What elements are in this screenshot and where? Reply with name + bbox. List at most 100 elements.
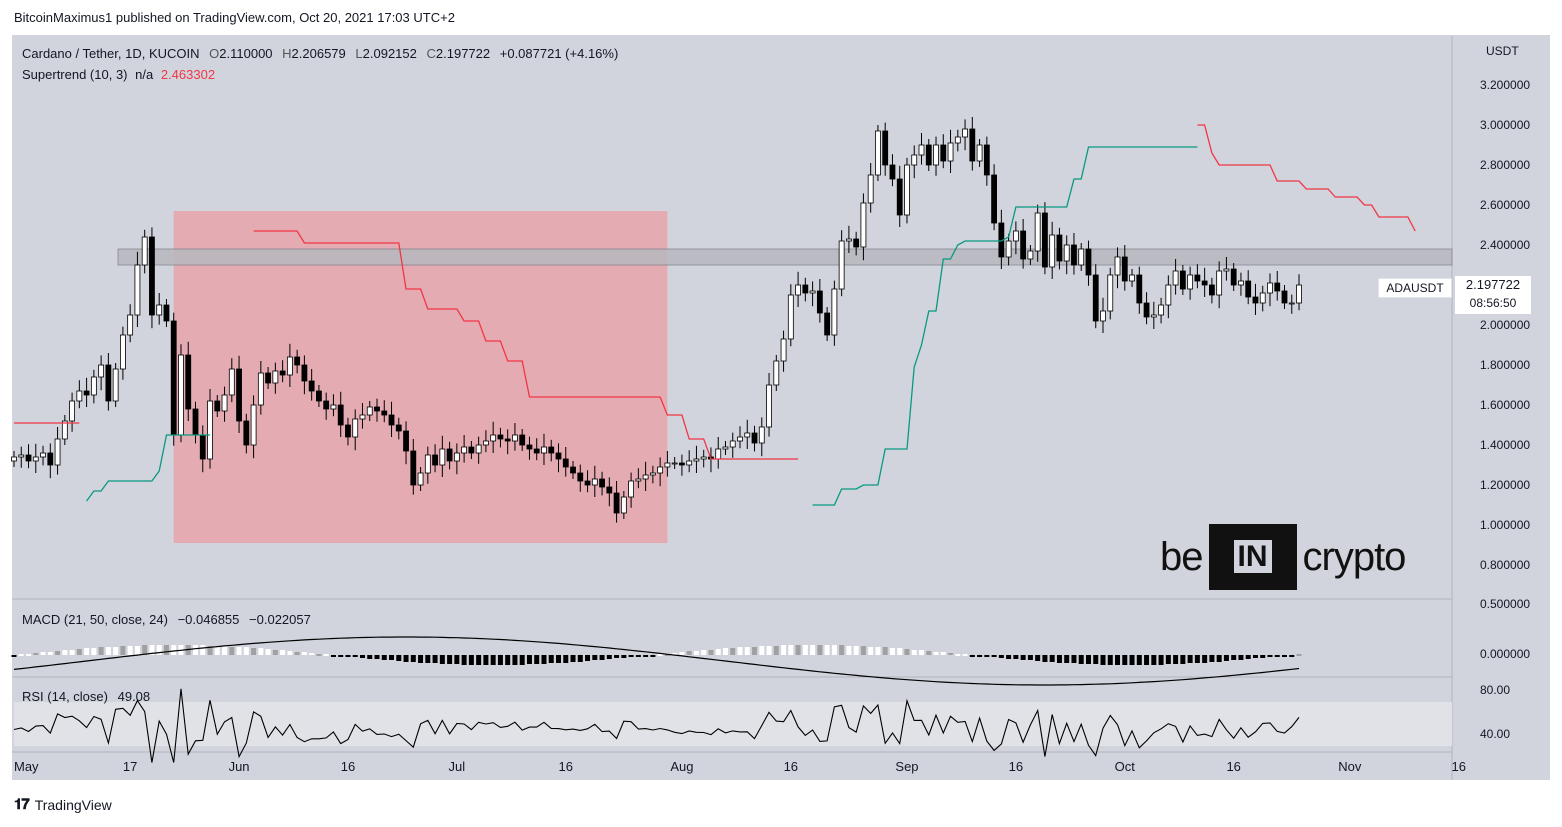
candle-body (69, 400, 75, 422)
candle-body (316, 390, 322, 402)
candle-body (257, 372, 264, 406)
candle-body (482, 440, 489, 446)
macd-histogram-bar (773, 646, 779, 655)
candle-body (1150, 314, 1157, 318)
candle-body (831, 288, 838, 336)
macd-value-2: −0.022057 (249, 612, 311, 627)
macd-histogram-bar (592, 655, 598, 660)
symbol-legend: Cardano / Tether, 1D, KUCOIN O2.110000 H… (22, 46, 618, 61)
macd-histogram-bar (84, 648, 90, 655)
price-tick-label: 2.800000 (1480, 158, 1530, 172)
macd-histogram-bar (1056, 655, 1062, 663)
macd-histogram-bar (447, 655, 453, 664)
supertrend-legend: Supertrend (10, 3) n/a 2.463302 (22, 67, 215, 82)
macd-histogram-bar (1100, 655, 1106, 665)
candle-body (1245, 280, 1252, 298)
supertrend-line-down (1197, 124, 1416, 232)
candle-body (504, 438, 511, 442)
macd-histogram-bar (860, 646, 866, 655)
macd-histogram-bar (120, 646, 126, 655)
macd-histogram-bar (483, 655, 489, 665)
candle-body (1179, 270, 1186, 290)
candle-body (933, 144, 939, 166)
candle-body (867, 174, 874, 204)
candle-body (940, 144, 947, 162)
macd-histogram-bar (345, 655, 351, 657)
time-tick-label: Aug (670, 759, 693, 774)
resistance-band (117, 248, 1453, 266)
candle-body (1223, 268, 1230, 272)
candle-body (388, 414, 395, 426)
macd-histogram-bar (686, 651, 692, 655)
candle-body (345, 424, 351, 438)
candle-body (1020, 230, 1027, 260)
macd-histogram-bar (389, 655, 395, 660)
price-tick-label: 1.800000 (1480, 358, 1530, 372)
candle-body (773, 360, 780, 386)
macd-histogram-bar (200, 645, 206, 655)
macd-histogram-bar (541, 655, 547, 664)
candle-body (751, 432, 758, 444)
candle-body (780, 338, 787, 362)
macd-histogram-bar (1165, 655, 1171, 664)
macd-histogram-bar (998, 655, 1004, 658)
candle-body (149, 236, 155, 316)
candle-body (911, 154, 918, 166)
candle-body (802, 284, 809, 294)
macd-histogram-bar (374, 655, 380, 659)
macd-histogram-bar (1006, 655, 1012, 659)
macd-histogram-bar (744, 647, 750, 655)
candle-body (381, 410, 388, 416)
candle-body (1121, 256, 1128, 282)
candle-body (192, 408, 199, 436)
footer-brand[interactable]: TradingView (34, 796, 112, 813)
candle-body (286, 356, 293, 376)
candle-body (1100, 310, 1106, 322)
macd-histogram-bar (338, 655, 344, 657)
candle-body (11, 456, 17, 462)
macd-histogram-bar (468, 655, 474, 665)
time-tick-label: May (14, 759, 39, 774)
time-tick-label: Oct (1115, 759, 1136, 774)
candle-body (1296, 284, 1302, 304)
candle-body (1252, 296, 1259, 304)
macd-histogram-bar (1173, 655, 1179, 664)
macd-histogram-bar (962, 654, 968, 656)
macd-histogram-bar (294, 652, 300, 655)
macd-histogram-bar (722, 648, 728, 655)
candle-body (1238, 280, 1244, 286)
macd-histogram-bar (1252, 655, 1258, 658)
macd-histogram-bar (1107, 655, 1113, 665)
candle-body (1172, 270, 1179, 286)
macd-histogram-bar (497, 655, 503, 665)
price-tick-label: 3.200000 (1480, 78, 1530, 92)
candle-body (90, 376, 97, 396)
macd-histogram-bar (628, 655, 634, 657)
supertrend-na: n/a (135, 67, 154, 82)
time-tick-label: 16 (1009, 759, 1023, 774)
candle-body (1267, 282, 1273, 294)
rsi-value: 49.08 (117, 689, 151, 704)
candle-body (512, 434, 518, 442)
macd-histogram-bar (824, 645, 830, 655)
candle-body (432, 454, 438, 466)
candle-body (475, 444, 482, 454)
candle-body (555, 452, 562, 460)
macd-histogram-bar (439, 655, 445, 664)
symbol-title: Cardano / Tether, 1D, KUCOIN (22, 46, 200, 61)
macd-histogram-bar (1260, 655, 1266, 658)
symbol-tag: ADAUSDT (1378, 278, 1452, 298)
macd-histogram-bar (251, 648, 257, 655)
candle-body (32, 456, 39, 462)
rsi-tick-label: 80.00 (1480, 683, 1510, 697)
candle-body (635, 478, 642, 482)
macd-histogram-bar (802, 645, 808, 655)
macd-histogram-bar (643, 655, 649, 657)
macd-histogram-bar (955, 654, 961, 656)
candle-body (809, 290, 816, 294)
macd-histogram-bar (817, 645, 823, 655)
candle-body (1187, 274, 1194, 290)
candle-body (766, 384, 772, 428)
macd-histogram-bar (98, 647, 104, 655)
